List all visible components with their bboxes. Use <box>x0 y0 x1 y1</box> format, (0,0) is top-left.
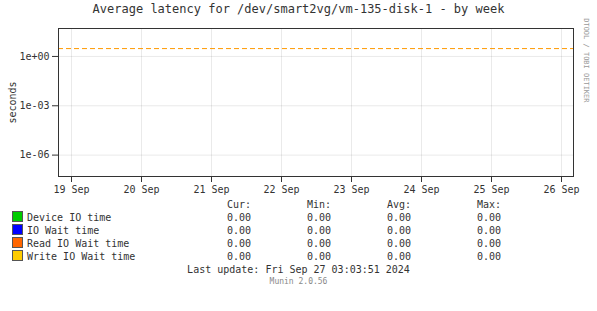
html-text:0.00: 0.00 <box>227 251 252 262</box>
html-text:0.00: 0.00 <box>387 225 412 236</box>
html-text:Read IO Wait time: Read IO Wait time <box>27 238 130 249</box>
html-text:0.00: 0.00 <box>227 225 252 236</box>
html-text:0.00: 0.00 <box>227 238 252 249</box>
html-text:0.00: 0.00 <box>477 238 502 249</box>
svg-text:22 Sep: 22 Sep <box>263 184 299 195</box>
html-text:0.00: 0.00 <box>307 212 332 223</box>
svg-text:1e+00: 1e+00 <box>19 51 49 62</box>
html-text:Min:: Min: <box>307 199 332 210</box>
html-text:0.00: 0.00 <box>227 212 252 223</box>
svg-text:1e-03: 1e-03 <box>19 100 49 111</box>
html-text:Average latency for /dev/smart: Average latency for /dev/smart2vg/vm-135… <box>92 2 505 16</box>
html-text:0.00: 0.00 <box>477 251 502 262</box>
svg-text:RRDTOOL / TOBI OETIKER: RRDTOOL / TOBI OETIKER <box>582 18 590 103</box>
html-text:Munin 2.0.56: Munin 2.0.56 <box>269 277 328 286</box>
svg-text:19 Sep: 19 Sep <box>53 184 89 195</box>
html-text:0.00: 0.00 <box>307 238 332 249</box>
svg-text:20 Sep: 20 Sep <box>123 184 159 195</box>
html-text:Max:: Max: <box>477 199 502 210</box>
html-text:0.00: 0.00 <box>387 251 412 262</box>
html-text:Last update: Fri Sep 27 03:03:: Last update: Fri Sep 27 03:03:51 2024 <box>187 264 410 275</box>
svg-text:seconds: seconds <box>7 81 18 123</box>
html-text:0.00: 0.00 <box>477 225 502 236</box>
svg-text:23 Sep: 23 Sep <box>333 184 369 195</box>
html-text:0.00: 0.00 <box>387 212 412 223</box>
html-text:IO Wait time: IO Wait time <box>27 225 100 236</box>
svg-text:25 Sep: 25 Sep <box>473 184 509 195</box>
html-text:0.00: 0.00 <box>307 225 332 236</box>
svg-text:24 Sep: 24 Sep <box>403 184 439 195</box>
html-text:0.00: 0.00 <box>307 251 332 262</box>
svg-text:21 Sep: 21 Sep <box>193 184 229 195</box>
svg-text:1e-06: 1e-06 <box>19 149 49 160</box>
svg-text:26 Sep: 26 Sep <box>543 184 579 195</box>
html-text:Cur:: Cur: <box>227 199 252 210</box>
html-text:0.00: 0.00 <box>387 238 412 249</box>
html-text:Avg:: Avg: <box>387 199 412 210</box>
html-text:0.00: 0.00 <box>477 212 502 223</box>
html-text:Write IO Wait time: Write IO Wait time <box>27 251 136 262</box>
html-text:Device IO time: Device IO time <box>27 212 112 223</box>
